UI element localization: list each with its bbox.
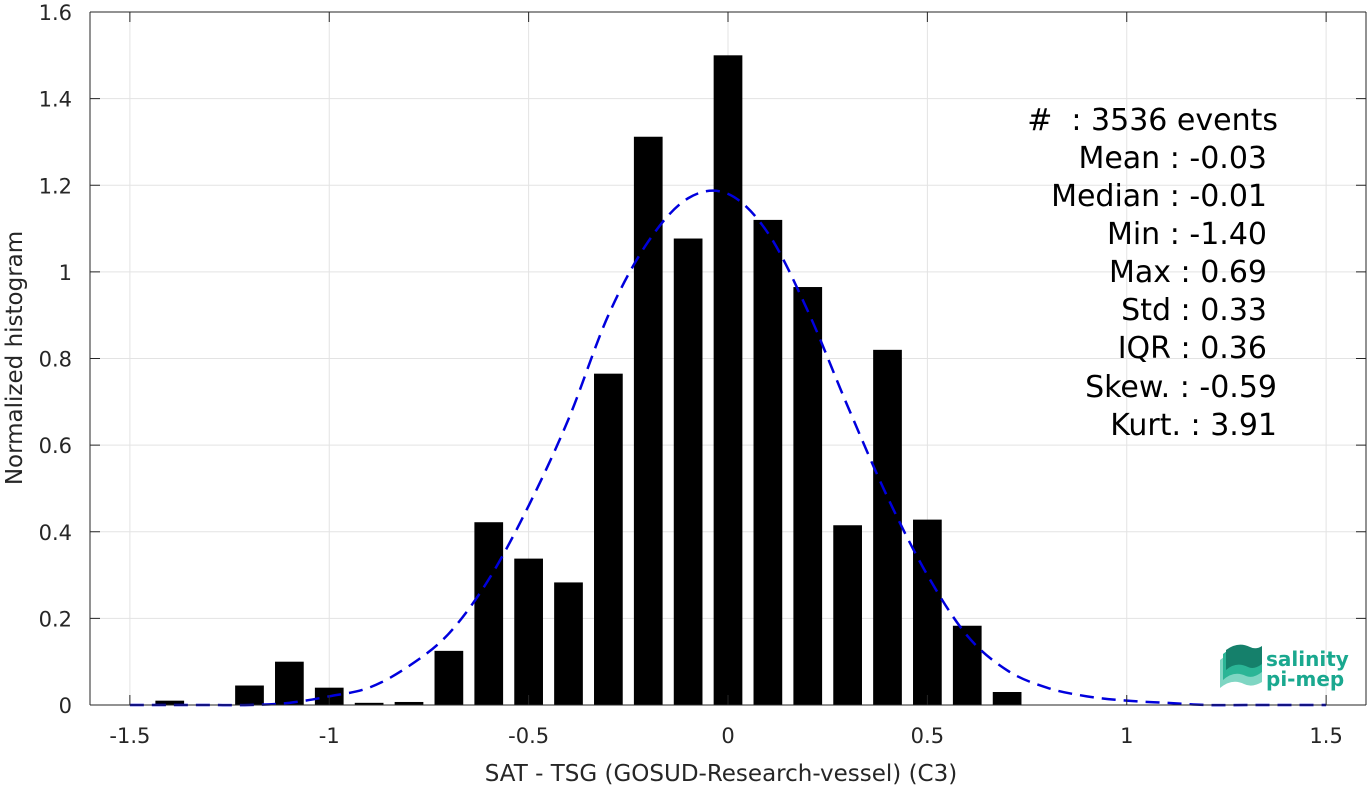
stat-median: Median : -0.01 — [1051, 179, 1267, 214]
x-tick-label: -0.5 — [508, 724, 549, 748]
y-tick-label: 1.6 — [39, 1, 72, 25]
stat-max: Max : 0.69 — [1109, 255, 1267, 290]
salinity-pi-mep-logo: salinity pi-mep — [1220, 644, 1349, 691]
y-tick-label: 1.4 — [39, 88, 72, 112]
stat-skew: Skew. : -0.59 — [1085, 370, 1277, 405]
histogram-bar — [394, 701, 424, 705]
histogram-bar — [354, 702, 384, 705]
histogram-bars — [155, 55, 1022, 706]
y-tick-label: 0.6 — [39, 434, 72, 458]
histogram-bar — [275, 661, 304, 705]
logo-text-salinity: salinity — [1266, 647, 1349, 671]
x-tick-label: -1 — [319, 724, 340, 748]
y-tick-label: 0 — [59, 694, 72, 718]
y-axis-ticks: 0 0.2 0.4 0.6 0.8 1 1.2 1.4 1.6 — [39, 1, 1366, 718]
stat-kurt: Kurt. : 3.91 — [1110, 408, 1277, 443]
stat-min: Min : -1.40 — [1107, 217, 1267, 252]
x-axis-label: SAT - TSG (GOSUD-Research-vessel) (C3) — [485, 761, 957, 785]
histogram-bar — [673, 238, 703, 706]
x-tick-label: 1.5 — [1309, 724, 1342, 748]
x-axis-ticks: -1.5 -1 -0.5 0 0.5 1 1.5 — [109, 12, 1343, 748]
histogram-bar — [434, 650, 464, 705]
fitted-gaussian-curve — [129, 189, 1327, 707]
histogram-bar — [913, 519, 942, 705]
histogram-bar — [514, 558, 543, 705]
y-tick-label: 1.2 — [39, 174, 72, 198]
histogram-bar — [793, 287, 823, 705]
statistics-annotation: # : 3536 events Mean : -0.03 Median : -0… — [1027, 103, 1278, 443]
y-axis-label: Normalized histogram — [2, 231, 28, 485]
logo-text-pi-mep: pi-mep — [1266, 667, 1344, 691]
x-tick-label: 1 — [1120, 724, 1133, 748]
histogram-bar — [713, 55, 743, 705]
y-tick-label: 0.2 — [39, 607, 72, 631]
histogram-bar — [474, 522, 504, 705]
wave-logo-icon — [1220, 644, 1262, 688]
histogram-bar — [554, 582, 583, 705]
histogram-bar — [235, 685, 264, 705]
histogram-bar — [594, 373, 623, 705]
y-tick-label: 0.8 — [39, 348, 72, 372]
y-tick-label: 1 — [59, 261, 72, 285]
histogram-bar — [952, 625, 982, 705]
stat-iqr: IQR : 0.36 — [1118, 331, 1267, 366]
histogram-bar — [873, 349, 902, 705]
histogram-bar — [633, 136, 663, 706]
x-tick-label: -1.5 — [109, 724, 150, 748]
histogram-bar — [753, 219, 783, 705]
y-tick-label: 0.4 — [39, 521, 72, 545]
histogram-bar — [992, 692, 1022, 705]
x-tick-label: 0.5 — [911, 724, 944, 748]
histogram-bar — [155, 700, 185, 705]
stat-events: # : 3536 events — [1027, 103, 1278, 138]
x-tick-label: 0 — [721, 724, 734, 748]
histogram-bar — [833, 525, 862, 705]
stat-mean: Mean : -0.03 — [1078, 141, 1267, 176]
stat-std: Std : 0.33 — [1121, 293, 1267, 328]
